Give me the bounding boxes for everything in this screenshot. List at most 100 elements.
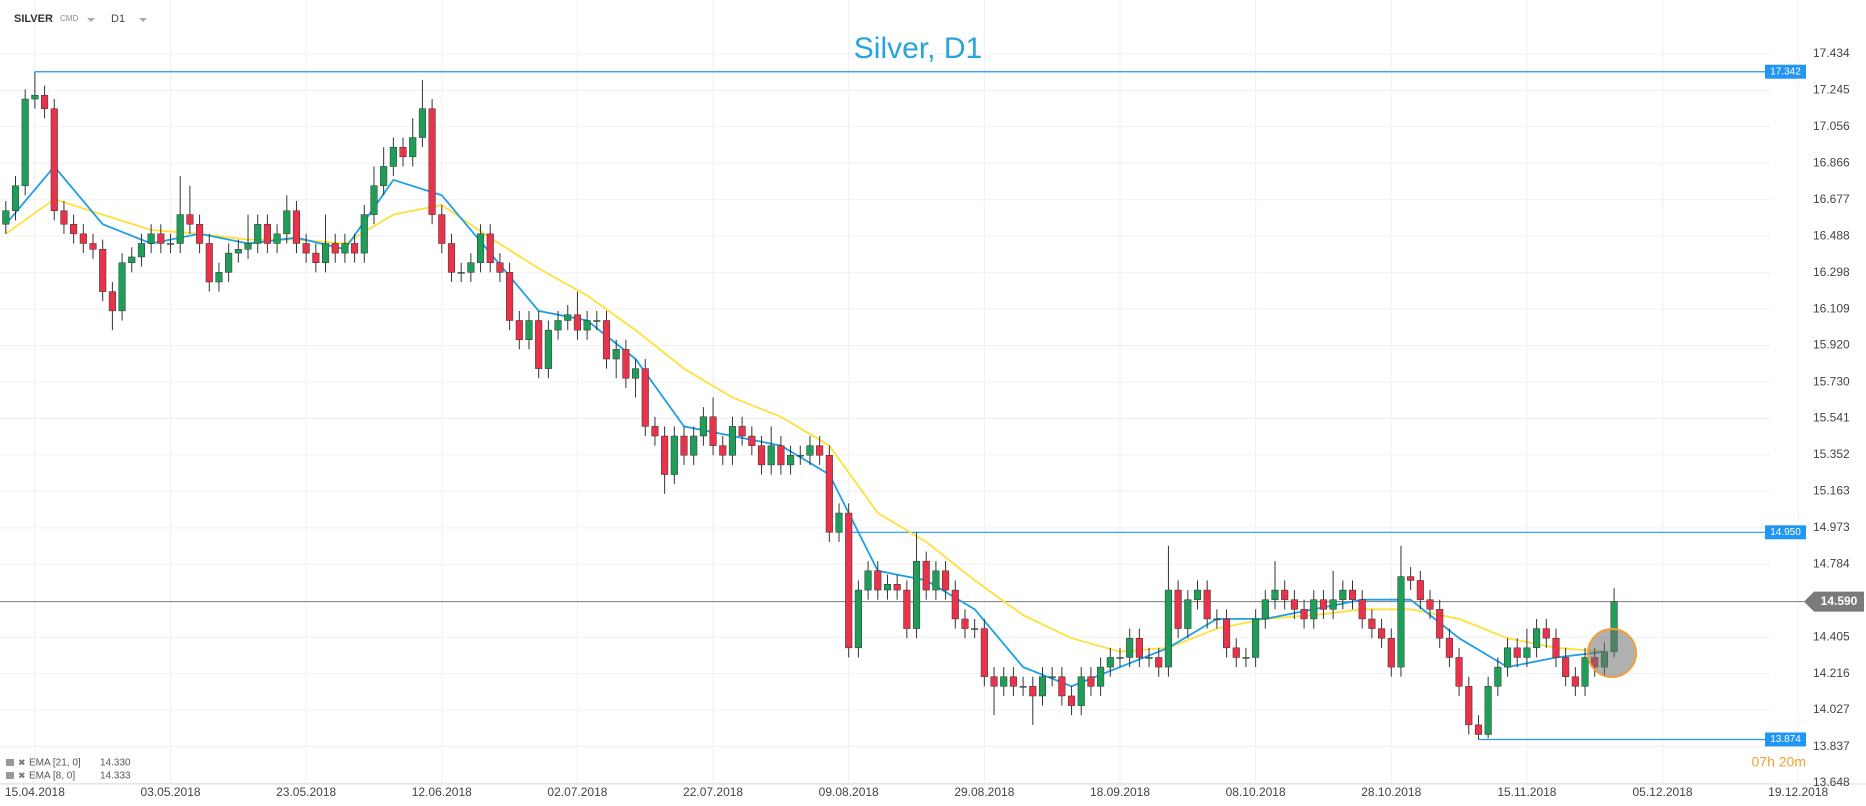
candle-body [670, 435, 678, 475]
level-box [1765, 732, 1806, 747]
candle-body [225, 252, 233, 273]
candle-body [399, 146, 407, 158]
y-tick-label: 15.920 [1813, 338, 1850, 352]
candle-body [951, 589, 959, 620]
candle-body [699, 416, 707, 437]
x-tick-label: 09.08.2018 [819, 785, 879, 799]
candle-body [1242, 657, 1250, 659]
dropdown-arrow[interactable] [139, 18, 147, 22]
candle-body [1058, 676, 1066, 697]
y-tick-label: 16.298 [1813, 265, 1850, 279]
candle-body [593, 320, 601, 322]
x-tick-label: 23.05.2018 [276, 785, 336, 799]
legend-icon [6, 759, 14, 766]
candle-body [370, 185, 378, 215]
x-tick-label: 15.04.2018 [5, 785, 65, 799]
candle-body [1009, 676, 1017, 687]
y-tick-label: 15.352 [1813, 447, 1850, 461]
dropdown-arrow[interactable] [87, 18, 95, 22]
candle-body [1542, 628, 1550, 639]
y-tick-label: 17.056 [1813, 119, 1850, 133]
candle-body [757, 445, 766, 466]
candle-body [331, 243, 339, 254]
candle-body [680, 435, 688, 456]
candle-body [1436, 609, 1444, 639]
timeframe[interactable]: D1 [111, 13, 125, 25]
x-tick-label: 15.11.2018 [1497, 785, 1556, 799]
candle-body [922, 560, 930, 591]
candle-body [651, 426, 659, 437]
candle-body [351, 243, 359, 254]
candle-body [1581, 657, 1589, 687]
ema-line [5, 165, 1605, 688]
candle-body [515, 320, 523, 340]
candle-body [215, 272, 223, 283]
candle-body [825, 455, 833, 533]
candle-body [1087, 676, 1095, 687]
x-tick-label: 05.12.2018 [1633, 785, 1693, 799]
candle-body [912, 560, 921, 629]
candle-body [787, 455, 795, 466]
x-tick-label: 22.07.2018 [683, 785, 743, 799]
candle-body [2, 210, 10, 225]
candle-body [1319, 599, 1327, 610]
candle-body [1232, 647, 1240, 658]
y-tick-label: 14.027 [1813, 702, 1850, 716]
candle-body [835, 512, 843, 533]
candle-body [777, 445, 785, 466]
candle-body [147, 233, 155, 244]
candle-body [1261, 599, 1269, 620]
candle-body [50, 108, 58, 211]
legend-value: 14.330 [100, 758, 131, 769]
candle-body [1329, 599, 1337, 610]
price-marker[interactable] [1587, 628, 1637, 678]
y-tick-label: 16.866 [1813, 156, 1850, 170]
chart-title: Silver, D1 [854, 32, 982, 65]
candle-body [961, 618, 969, 629]
symbol[interactable]: SILVER [14, 13, 53, 25]
candle-body [1513, 647, 1521, 658]
candle-body [157, 233, 165, 244]
candle-body [60, 210, 68, 225]
candle-body [535, 320, 543, 369]
candle-body [486, 233, 494, 263]
candle-body [728, 426, 736, 456]
candle-body [1368, 618, 1376, 629]
candle-body [1484, 686, 1492, 735]
y-tick-label: 14.216 [1813, 666, 1850, 680]
candle-body [1126, 637, 1134, 658]
candle-body [70, 223, 78, 235]
candle-body [1203, 589, 1211, 620]
y-tick-label: 14.973 [1813, 520, 1850, 534]
candle-body [971, 628, 979, 630]
candle-body [496, 262, 504, 273]
candle-body [41, 94, 49, 109]
candle-body [1281, 589, 1289, 600]
candle-body [447, 243, 456, 273]
current-price-label: 14.590 [1821, 594, 1858, 608]
candle-body [806, 445, 814, 456]
candle-body [1494, 666, 1502, 687]
level-label: 14.950 [1770, 527, 1801, 538]
y-tick-label: 16.488 [1813, 228, 1850, 242]
candle-body [176, 214, 184, 244]
candle-body [128, 256, 136, 263]
candle-body [1145, 657, 1153, 659]
candle-body [1164, 589, 1172, 668]
market[interactable]: CMD [60, 14, 78, 23]
candle-body [1174, 589, 1182, 629]
legend-name: EMA [8, 0] [29, 771, 75, 782]
candle-body [89, 243, 97, 250]
y-tick-label: 13.648 [1813, 775, 1850, 789]
candle-body [690, 435, 698, 456]
candle-body [564, 314, 572, 321]
candle-body [1038, 676, 1047, 697]
legend-x: ✖ [18, 757, 26, 767]
candle-body [389, 146, 397, 167]
candle-body [438, 214, 446, 244]
candle-body [1445, 637, 1453, 658]
countdown: 07h 20m [1752, 754, 1806, 770]
candle-body [1271, 589, 1279, 600]
candle-body [864, 570, 872, 591]
